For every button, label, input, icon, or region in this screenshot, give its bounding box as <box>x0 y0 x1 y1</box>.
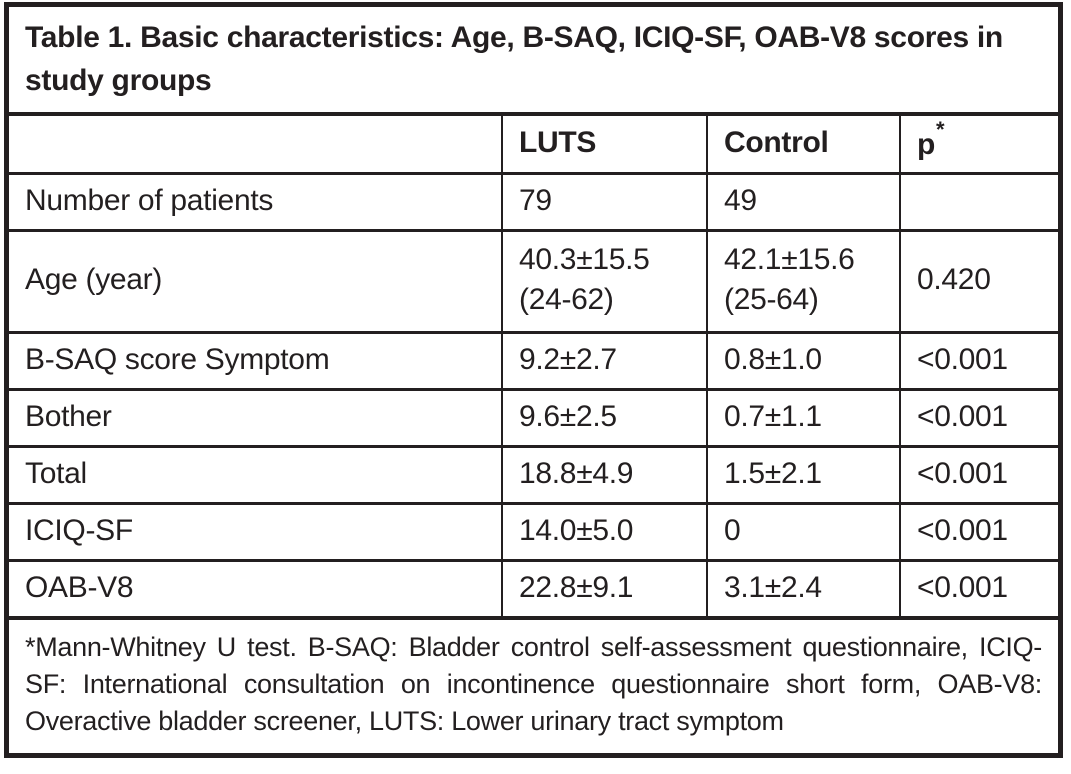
row-label-cell: B-SAQ score Symptom <box>9 332 502 391</box>
control-value-cell: 3.1±2.4 <box>706 560 900 620</box>
table-row-oab-v8: OAB-V8 22.8±9.1 3.1±2.4 <0.001 <box>9 560 1058 620</box>
p-value-cell: 0.420 <box>899 230 1058 334</box>
luts-value-cell: 79 <box>501 173 707 232</box>
row-label-cell: Bother <box>9 389 502 448</box>
p-label: p <box>917 128 936 162</box>
control-value-cell: 0 <box>706 503 900 562</box>
asterisk-superscript: * <box>936 117 945 143</box>
p-value-cell: <0.001 <box>899 389 1058 448</box>
p-value-cell: <0.001 <box>899 503 1058 562</box>
data-grid: LUTS Control p* Number of patients 79 49… <box>9 116 1058 620</box>
luts-value-cell: 14.0±5.0 <box>501 503 707 562</box>
p-value-cell: <0.001 <box>899 446 1058 505</box>
luts-value-cell: 40.3±15.5 (24-62) <box>501 230 707 334</box>
p-value-cell <box>899 173 1058 232</box>
luts-value-cell: 9.2±2.7 <box>501 332 707 391</box>
table-row-total: Total 18.8±4.9 1.5±2.1 <0.001 <box>9 446 1058 505</box>
table-row-bsaq-symptom: B-SAQ score Symptom 9.2±2.7 0.8±1.0 <0.0… <box>9 332 1058 391</box>
table-row-age: Age (year) 40.3±15.5 (24-62) 42.1±15.6 (… <box>9 230 1058 334</box>
p-value-cell: <0.001 <box>899 560 1058 620</box>
row-label-cell: OAB-V8 <box>9 560 502 620</box>
column-header-p: p* <box>899 116 1058 175</box>
table-title: Table 1. Basic characteristics: Age, B-S… <box>9 7 1058 116</box>
column-header-control: Control <box>706 116 900 175</box>
control-value-cell: 0.7±1.1 <box>706 389 900 448</box>
row-label-cell: Number of patients <box>9 173 502 232</box>
table-footnote: *Mann-Whitney U test. B-SAQ: Bladder con… <box>25 631 1042 736</box>
table-row-iciq-sf: ICIQ-SF 14.0±5.0 0 <0.001 <box>9 503 1058 562</box>
table-1: Table 1. Basic characteristics: Age, B-S… <box>4 2 1063 758</box>
header-row: LUTS Control p* <box>9 116 1058 175</box>
control-value-cell: 42.1±15.6 (25-64) <box>706 230 900 334</box>
p-value-cell: <0.001 <box>899 332 1058 391</box>
row-label-cell: Total <box>9 446 502 505</box>
luts-value-cell: 18.8±4.9 <box>501 446 707 505</box>
luts-value-cell: 22.8±9.1 <box>501 560 707 620</box>
table-row-bother: Bother 9.6±2.5 0.7±1.1 <0.001 <box>9 389 1058 448</box>
table-row-number-of-patients: Number of patients 79 49 <box>9 173 1058 232</box>
row-label-cell: Age (year) <box>9 230 502 334</box>
control-value-cell: 1.5±2.1 <box>706 446 900 505</box>
control-value-cell: 49 <box>706 173 900 232</box>
luts-value-cell: 9.6±2.5 <box>501 389 707 448</box>
column-header-blank <box>9 116 502 175</box>
control-value-cell: 0.8±1.0 <box>706 332 900 391</box>
column-header-luts: LUTS <box>501 116 707 175</box>
row-label-cell: ICIQ-SF <box>9 503 502 562</box>
